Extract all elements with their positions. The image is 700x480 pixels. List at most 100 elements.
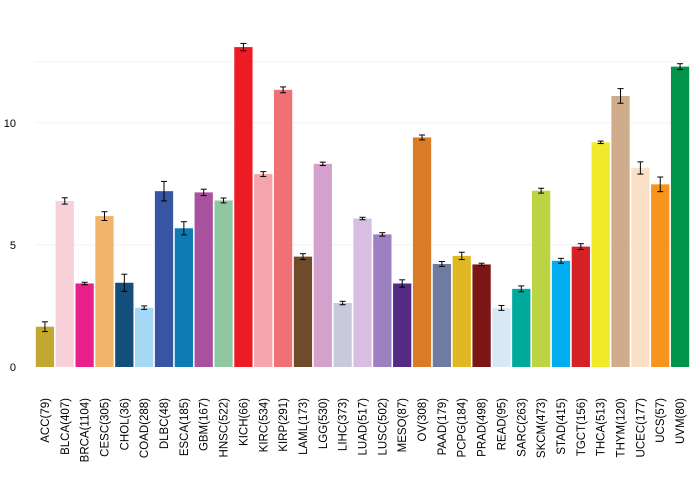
x-category-label: LIHC(373)	[338, 398, 350, 451]
x-category-label: PRAD(498)	[477, 398, 489, 457]
bar-coad[interactable]	[135, 307, 154, 367]
error-bar	[538, 187, 545, 194]
error-bar	[498, 304, 505, 311]
bar-lusc[interactable]	[373, 234, 392, 367]
bar-paad[interactable]	[432, 263, 452, 367]
bar-ucs[interactable]	[651, 184, 670, 367]
error-bar	[61, 197, 68, 205]
error-bar	[379, 232, 386, 237]
error-bar	[141, 305, 148, 310]
x-category-label: LUAD(517)	[358, 398, 370, 456]
x-category-label: HNSC(522)	[219, 398, 231, 458]
bar-luad[interactable]	[353, 218, 372, 367]
bar-thym[interactable]	[611, 95, 630, 367]
bar-ov[interactable]	[412, 137, 432, 367]
x-category-label: READ(95)	[496, 398, 508, 451]
bar-pcpg[interactable]	[452, 255, 471, 367]
bar-laml[interactable]	[293, 256, 313, 367]
error-bar	[200, 188, 207, 197]
error-bar	[657, 176, 664, 193]
x-category-label: LGG(530)	[318, 398, 330, 449]
bars	[35, 47, 690, 367]
y-tick-label: 5	[10, 240, 16, 252]
x-category-label: GBM(167)	[199, 398, 211, 451]
error-bar	[438, 261, 445, 267]
y-tick-label: 0	[10, 362, 16, 374]
bar-tgct[interactable]	[571, 246, 590, 367]
error-bar	[597, 140, 604, 145]
x-axis-labels: ACC(79) BLCA(407) BRCA(1104) CESC(305) CHOL(…	[40, 398, 687, 463]
x-category-label: LUSC(502)	[377, 398, 389, 456]
x-category-label: KICH(66)	[238, 398, 250, 446]
error-bar	[677, 63, 684, 71]
bar-uvm[interactable]	[670, 66, 690, 367]
x-category-label: CESC(305)	[99, 398, 111, 457]
bar-stad[interactable]	[551, 260, 571, 367]
x-category-label: THCA(513)	[596, 398, 608, 456]
error-bar	[101, 211, 108, 221]
x-category-label: UCS(57)	[655, 398, 667, 443]
error-bars	[41, 42, 684, 333]
bar-skcm[interactable]	[532, 190, 551, 367]
x-category-label: STAD(415)	[556, 398, 568, 455]
error-bar	[617, 88, 624, 104]
error-bar	[458, 251, 465, 261]
error-bar	[280, 86, 287, 94]
error-bar	[319, 161, 326, 167]
x-category-label: BLCA(407)	[60, 398, 72, 455]
error-bar	[339, 300, 346, 306]
x-category-label: MESO(87)	[397, 398, 409, 452]
error-bar	[577, 243, 584, 251]
bar-kich[interactable]	[234, 47, 253, 367]
error-bar	[419, 134, 426, 141]
bar-acc[interactable]	[35, 326, 55, 367]
bar-sarc[interactable]	[512, 288, 531, 367]
bar-lgg[interactable]	[313, 163, 332, 367]
y-axis-ticks: 0 5 10	[4, 118, 16, 374]
error-bar	[518, 285, 525, 293]
x-category-label: KIRP(291)	[278, 398, 290, 452]
bar-dlbc[interactable]	[154, 191, 174, 367]
x-category-label: PCPG(184)	[457, 398, 469, 458]
error-bar	[399, 279, 406, 288]
bar-lihc[interactable]	[333, 303, 352, 367]
y-tick-label: 10	[4, 118, 16, 130]
error-bar	[240, 42, 247, 52]
bar-cesc[interactable]	[95, 216, 114, 367]
bar-read[interactable]	[492, 307, 511, 367]
error-bar	[41, 321, 48, 333]
bar-esca[interactable]	[174, 228, 193, 367]
bar-gbm[interactable]	[194, 192, 213, 367]
bar-meso[interactable]	[393, 283, 412, 367]
bar-chol[interactable]	[115, 282, 134, 367]
x-category-label: LAML(173)	[298, 398, 310, 455]
error-bar	[637, 161, 644, 175]
bar-hnsc[interactable]	[214, 200, 233, 367]
bar-brca[interactable]	[75, 283, 94, 367]
x-category-label: UVM(80)	[675, 398, 687, 444]
x-category-label: DLBC(48)	[159, 398, 171, 449]
bar-thca[interactable]	[591, 142, 610, 367]
error-bar	[161, 180, 168, 202]
error-bar	[359, 216, 366, 221]
error-bar	[260, 171, 267, 178]
x-category-label: OV(308)	[417, 398, 429, 442]
bar-kirc[interactable]	[254, 174, 273, 367]
bar-kirp[interactable]	[273, 89, 293, 367]
error-bar	[478, 262, 485, 267]
error-bar	[81, 281, 88, 286]
x-category-label: KIRC(534)	[258, 398, 270, 452]
x-category-label: SKCM(473)	[536, 398, 548, 458]
error-bar	[557, 257, 564, 264]
bar-ucec[interactable]	[631, 167, 650, 367]
x-category-label: THYM(120)	[616, 398, 628, 458]
bar-blca[interactable]	[55, 200, 74, 367]
error-bar	[180, 221, 187, 236]
bar-prad[interactable]	[472, 264, 491, 367]
error-bar	[220, 197, 227, 204]
x-category-label: SARC(263)	[516, 398, 528, 457]
x-category-label: COAD(288)	[139, 398, 151, 458]
x-category-label: CHOL(36)	[119, 398, 131, 451]
